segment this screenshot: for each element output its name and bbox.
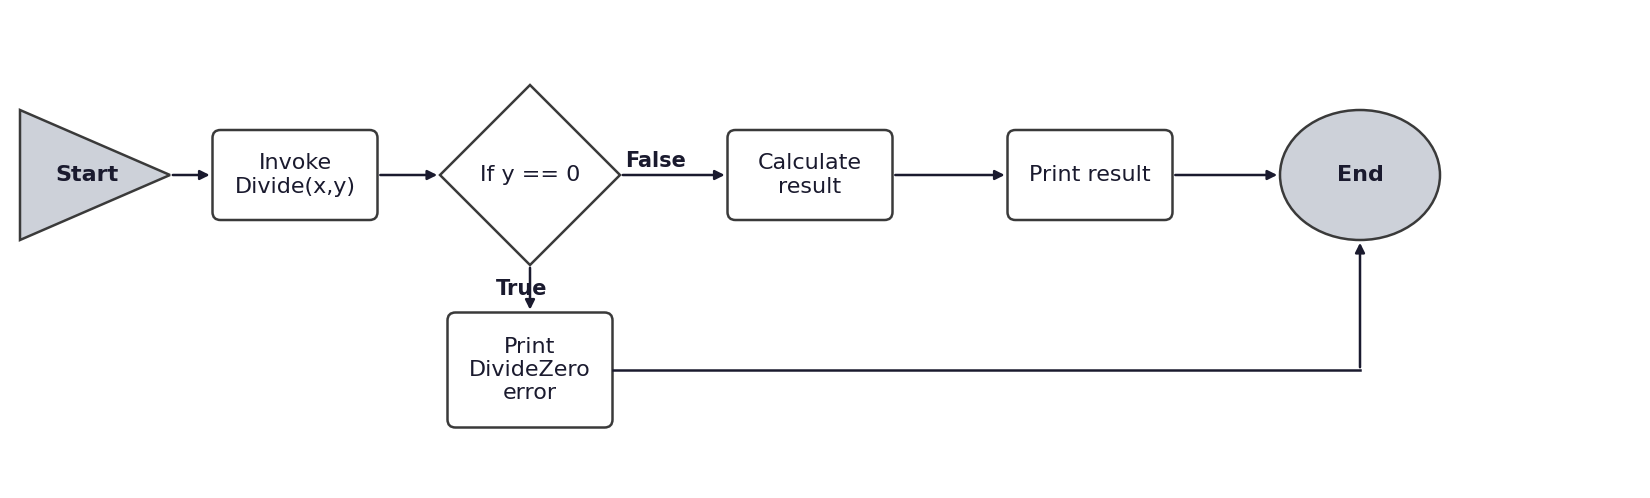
Ellipse shape (1280, 110, 1440, 240)
FancyBboxPatch shape (447, 313, 612, 427)
Polygon shape (441, 85, 620, 265)
Text: If y == 0: If y == 0 (480, 165, 581, 185)
Text: True: True (497, 279, 548, 299)
FancyBboxPatch shape (213, 130, 378, 220)
Polygon shape (20, 110, 170, 240)
FancyBboxPatch shape (728, 130, 893, 220)
Text: Print result: Print result (1030, 165, 1150, 185)
Text: Calculate
result: Calculate result (757, 153, 861, 197)
FancyBboxPatch shape (1008, 130, 1173, 220)
Text: Print
DivideZero
error: Print DivideZero error (469, 337, 591, 403)
Text: False: False (625, 151, 686, 171)
Text: Invoke
Divide(x,y): Invoke Divide(x,y) (234, 153, 355, 197)
Text: End: End (1336, 165, 1383, 185)
Text: Start: Start (56, 165, 119, 185)
